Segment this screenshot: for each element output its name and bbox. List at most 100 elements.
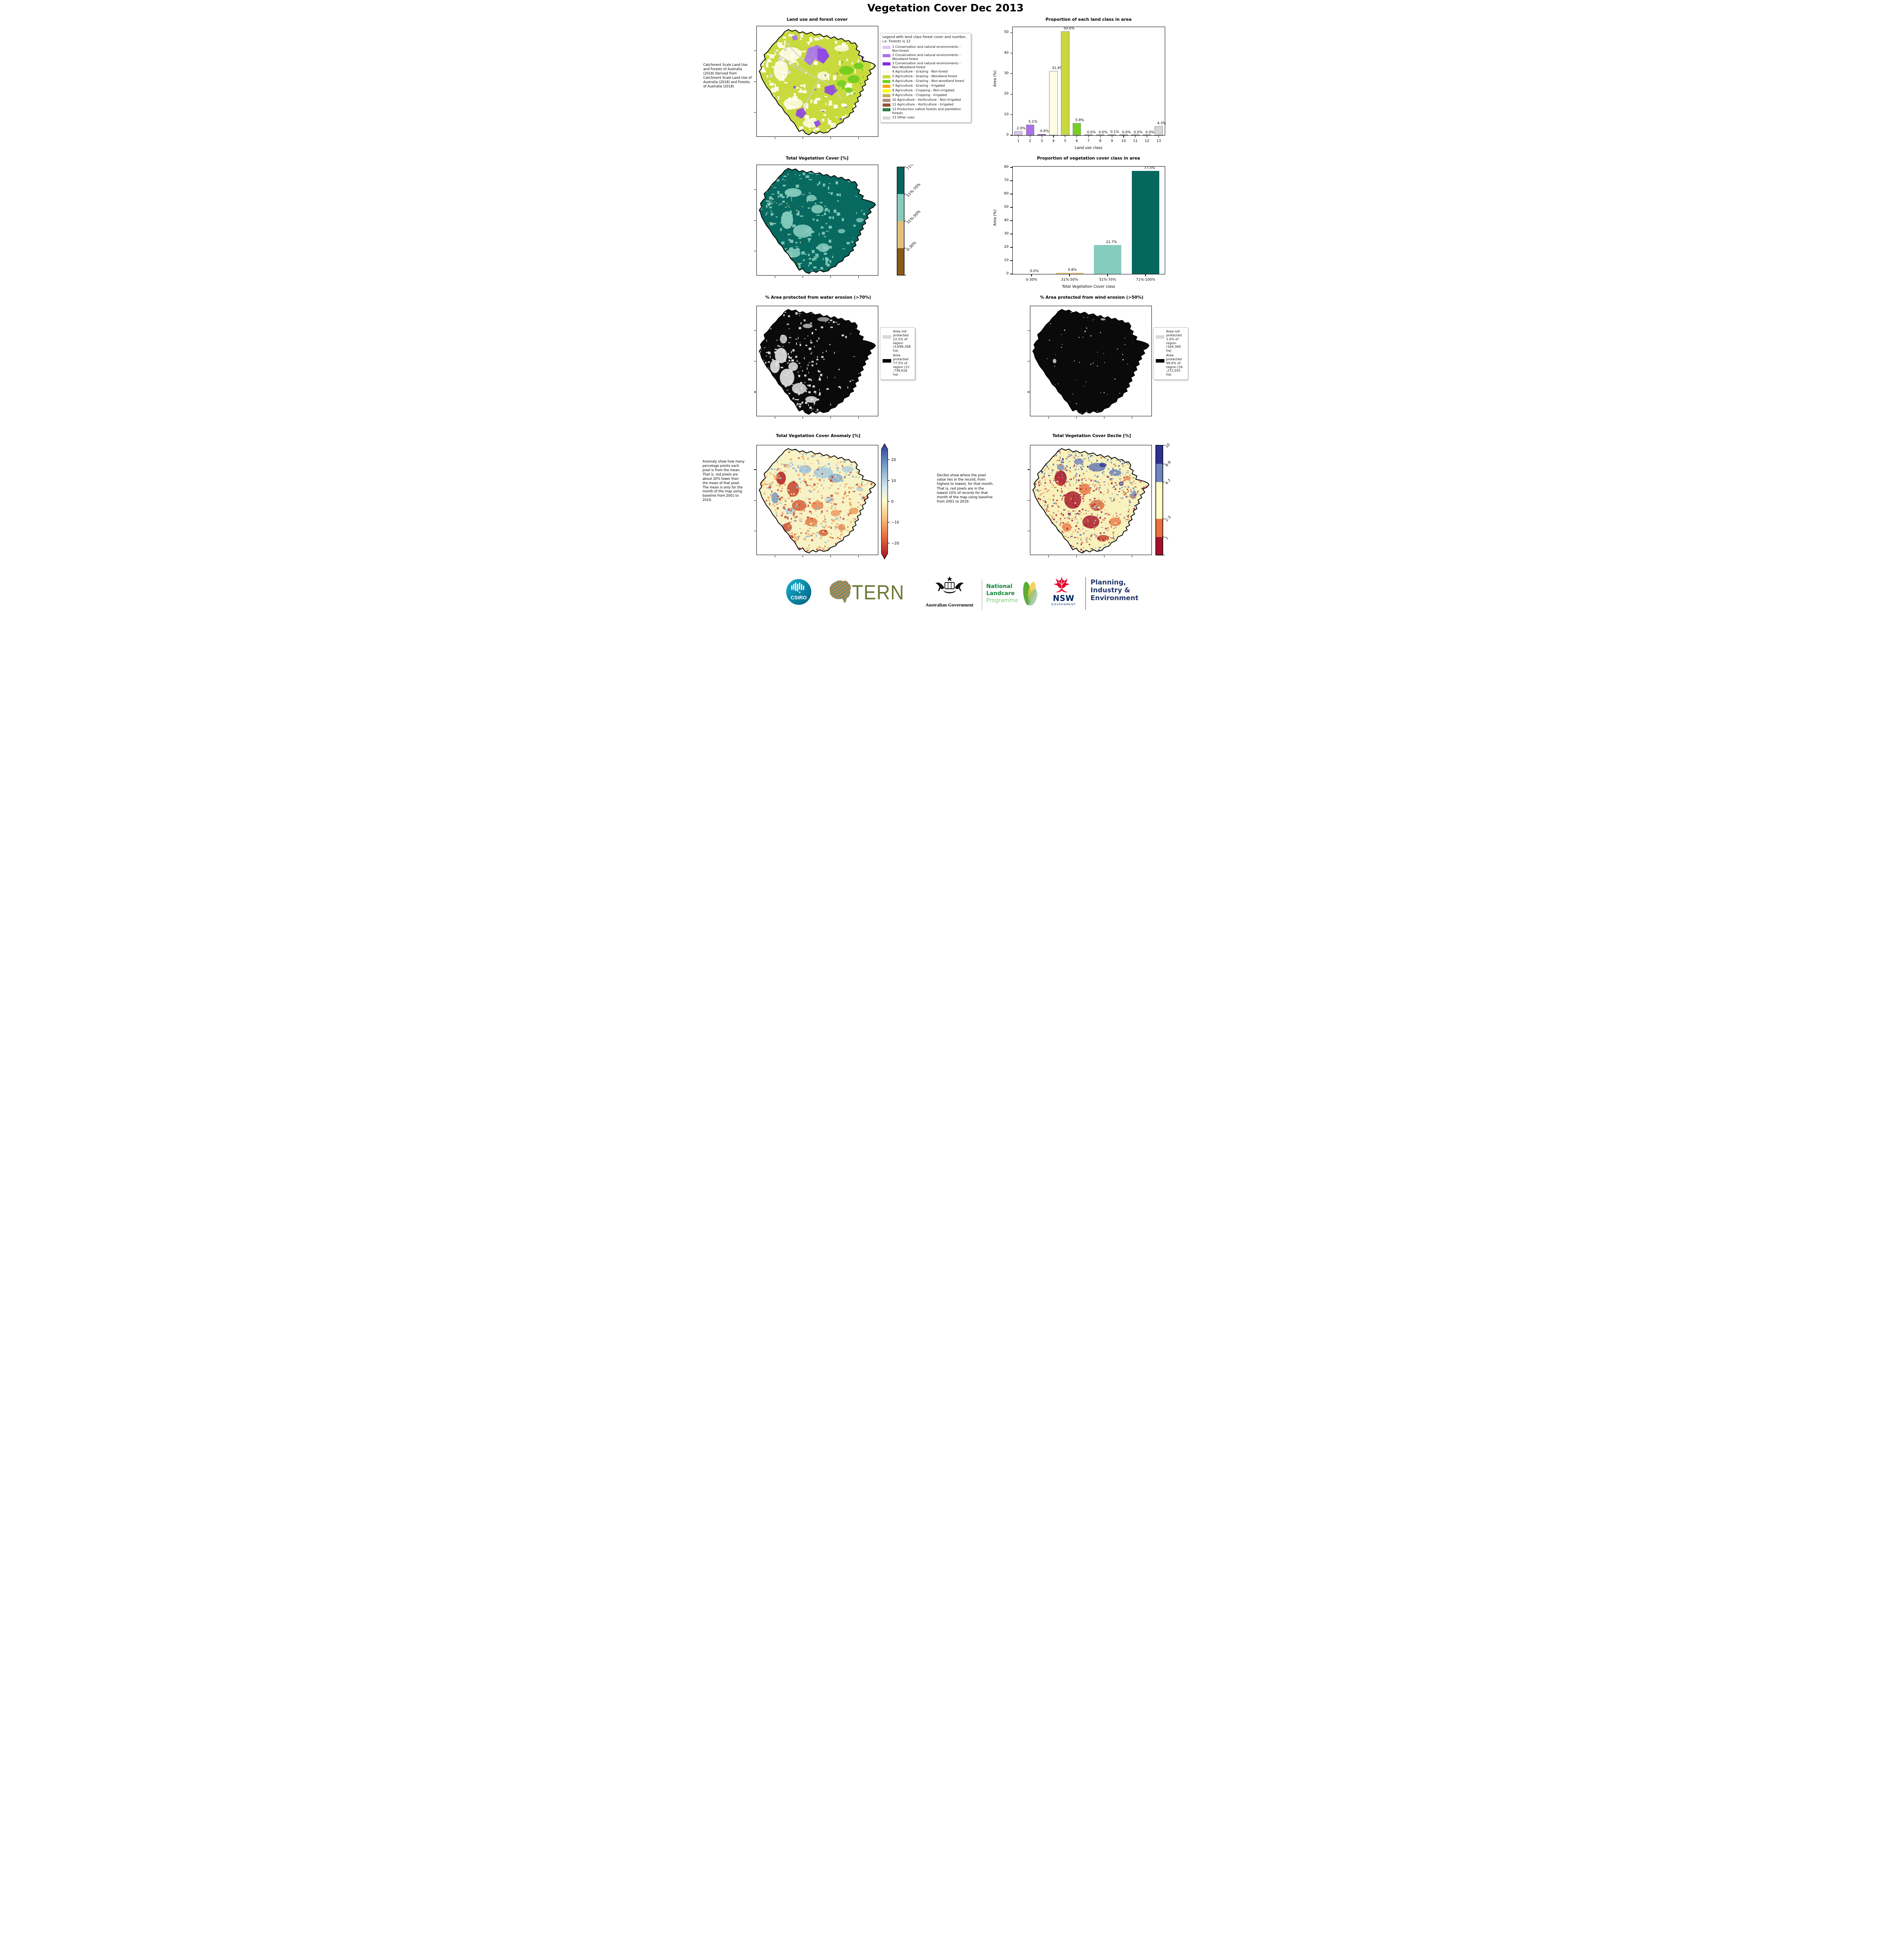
land-class-chart-title: Proportion of each land class in area [1045, 17, 1132, 22]
x-tick-label: 6 [1075, 139, 1078, 143]
decile-panel-title: Total Vegetation Cover Decile [%] [1052, 434, 1131, 438]
bar-value-label: 77.5% [1144, 166, 1155, 170]
veg-class-chart-xlabel: Total Vegetation Cover class [1062, 285, 1115, 289]
bar-value-label: 0.0% [1099, 131, 1108, 134]
legend-swatch-icon [882, 80, 890, 83]
x-tick-label: 31%-50% [1061, 278, 1078, 282]
y-tick-label: 70 [1004, 178, 1009, 183]
bar [1108, 134, 1116, 135]
wind-erosion-panel-title: % Area protected from wind erosion (>50%… [1040, 295, 1144, 300]
bar-value-label: 4.3% [1157, 122, 1166, 126]
erosion-legend-entry: Area not protected 1.0% of region (164,3… [1155, 329, 1186, 353]
bar-value-label: 0.0% [1122, 131, 1131, 134]
veg-cover-map [754, 165, 878, 278]
x-tick-label: 7 [1087, 139, 1090, 143]
land-use-panel-title: Land use and forest cover [787, 17, 848, 22]
legend-label: 2 Conservation and natural environments … [892, 53, 961, 61]
land-class-chart-ylabel: Area (%) [992, 70, 997, 87]
x-tick-label: 3 [1041, 139, 1043, 143]
bar [1056, 273, 1083, 274]
x-tick-label: 71%-100% [1136, 278, 1155, 282]
y-tick-label: 80 [1004, 165, 1009, 169]
legend-label: 7 Agriculture - Grazing - Irrigated [892, 83, 945, 88]
svg-text:4-7: 4-7 [1164, 478, 1172, 486]
legend-label: 8 Agriculture - Cropping - Non-irrigated [892, 88, 954, 93]
bar-value-label: 0.0% [1145, 131, 1155, 134]
veg-class-chart-ylabel: Area (%) [992, 209, 997, 226]
legend-swatch-icon [1155, 335, 1164, 339]
bar-value-label: 0.8% [1068, 268, 1077, 272]
legend-label: 11 Agriculture - Horticulture - Irrigate… [892, 102, 954, 107]
anomaly-panel-title: Total Vegetation Cover Anomaly [%] [776, 434, 861, 438]
tern-logo: TERN [829, 580, 904, 604]
y-tick-label: 60 [1004, 192, 1009, 196]
y-tick-label: 30 [1004, 232, 1009, 236]
bar-value-label: 31.4% [1052, 66, 1063, 70]
footer-divider-2 [1085, 577, 1086, 610]
legend-swatch-icon [882, 359, 891, 363]
decile-map [1027, 445, 1152, 557]
bar-value-label: 0.0% [1030, 269, 1039, 273]
legend-label: 10 Agriculture - Horticulture - Non-irri… [892, 98, 961, 102]
x-tick-label: 8 [1099, 139, 1102, 143]
legend-swatch-icon [882, 89, 890, 93]
y-tick-label: 20 [1004, 245, 1009, 249]
landcare-line-1: National [986, 583, 1013, 590]
bar [1049, 71, 1058, 135]
legend-swatch-icon [882, 94, 890, 98]
land-use-legend-entry: 8 Agriculture - Cropping - Non-irrigated [882, 88, 968, 93]
land-use-legend-entry: 10 Agriculture - Horticulture - Non-irri… [882, 98, 968, 102]
land-use-legend-entry: 4 Agriculture - Grazing - Non-forest [882, 69, 968, 74]
x-tick-label: 13 [1156, 139, 1161, 143]
bar [1072, 123, 1081, 135]
veg-class-bar-chart: 0 10 20 30 40 50 60 70 80 0.0% 0-30% 0.8% 31%-50% 21.… [1004, 165, 1165, 282]
bar [1094, 245, 1121, 274]
bar-value-label: 0.0% [1087, 131, 1096, 134]
y-tick-label: 30 [1004, 71, 1009, 75]
legend-label: 6 Agriculture - Grazing - Non-woodland f… [892, 79, 965, 83]
legend-swatch-icon [882, 116, 890, 120]
anomaly-map [754, 445, 878, 557]
landcare-leaves-icon [1023, 582, 1037, 606]
svg-text:0: 0 [891, 500, 894, 504]
legend-label: 3 Conservation and natural environments … [892, 61, 961, 69]
dept-line-3: Environment [1090, 594, 1139, 602]
bar-value-label: 5.1% [1028, 120, 1037, 124]
legend-label: Area not protected 22.5% of region (3,69… [893, 329, 911, 353]
y-tick-label: 0 [1006, 272, 1009, 276]
bar-value-label: 0.0% [1133, 131, 1143, 134]
x-tick-label: 2 [1029, 139, 1032, 143]
legend-swatch-icon [882, 85, 890, 88]
veg-cover-colorbar: 71%-100% 51%-70% 31%-50% 0-30% [896, 165, 923, 276]
bar-value-label: 21.7% [1106, 240, 1117, 245]
land-use-legend-entry: 13 Other uses [882, 116, 968, 120]
x-tick-label: 1 [1017, 139, 1020, 143]
svg-text:CSIRO: CSIRO [790, 595, 807, 601]
y-tick-label: 0 [1006, 133, 1009, 137]
page-title: Vegetation Cover Dec 2013 [867, 2, 1024, 14]
australian-government-label: Australian Government [925, 602, 974, 608]
erosion-legend-entry: Area not protected 22.5% of region (3,69… [882, 329, 912, 353]
water-erosion-panel-title: % Area protected from water erosion (>70… [765, 295, 871, 300]
decile-caption: Deciles show where the pixel value lies … [937, 474, 994, 504]
bar-value-label: 0.1% [1110, 130, 1119, 134]
legend-label: Area protected 99.0% of region (16 ,272,… [1166, 353, 1183, 377]
anomaly-caption: Anomaly show how many percetage points e… [702, 459, 745, 502]
legend-label: 9 Agriculture - Cropping - Irrigated [892, 93, 947, 97]
decile-colorbar: 10 8-9 4-7 2-3 1 [1155, 443, 1172, 555]
water-erosion-legend: Area not protected 22.5% of region (3,69… [879, 327, 915, 380]
dept-line-2: Industry & [1090, 586, 1130, 594]
legend-label: 5 Agriculture - Grazing - Woodland fores… [892, 74, 957, 78]
bar [1084, 134, 1093, 135]
svg-text:20: 20 [891, 458, 896, 462]
legend-swatch-icon [882, 75, 890, 79]
land-class-bar-chart: 0 10 20 30 40 50 2.0% 1 5.1% 2 0.6% 3 31.4% 4 50.6% 5 5.… [1004, 27, 1166, 143]
footer-divider-1 [981, 579, 982, 610]
legend-label: 4 Agriculture - Grazing - Non-forest [892, 69, 948, 74]
y-tick-label: 50 [1004, 205, 1009, 209]
land-use-legend-entry: 7 Agriculture - Grazing - Irrigated [882, 83, 968, 88]
water-erosion-map [754, 306, 878, 419]
y-tick-label: 10 [1004, 258, 1009, 262]
svg-text:31%-50%: 31%-50% [906, 209, 921, 225]
bar [1061, 31, 1070, 135]
